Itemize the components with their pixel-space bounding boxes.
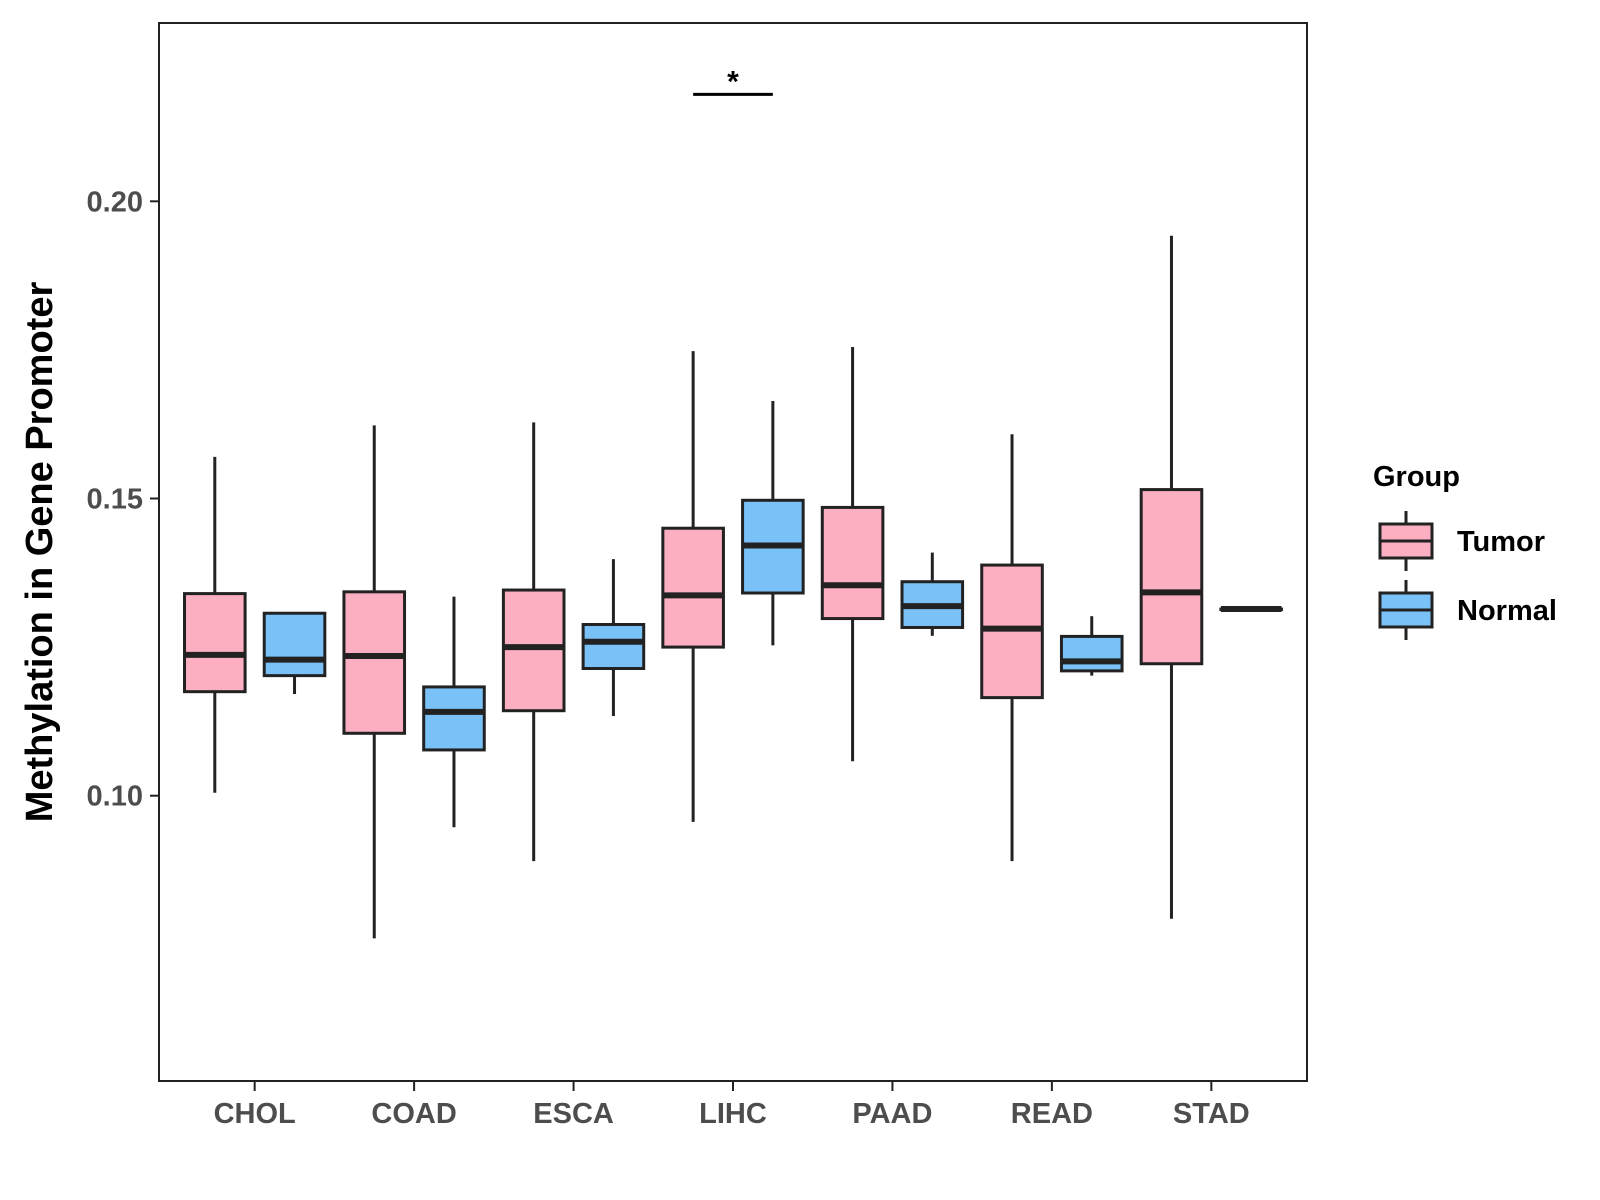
box-iqr xyxy=(183,592,247,694)
legend-item-tumor: Tumor xyxy=(1378,511,1545,571)
x-tick-label: ESCA xyxy=(533,1098,614,1130)
x-axis: CHOL COAD ESCA LIHC PAAD READ STAD xyxy=(214,1081,1250,1130)
box-tumor-esca xyxy=(501,422,566,862)
box-iqr xyxy=(820,505,885,621)
legend-label: Tumor xyxy=(1457,526,1545,558)
x-tick-label: LIHC xyxy=(699,1098,767,1130)
box-iqr xyxy=(262,611,327,678)
x-tick-label: STAD xyxy=(1173,1098,1250,1130)
box-tumor-coad xyxy=(342,425,407,939)
box-iqr xyxy=(661,526,725,649)
significance-label: * xyxy=(727,65,739,98)
box-iqr xyxy=(422,685,486,752)
box-tumor-chol xyxy=(183,456,247,793)
y-tick-label: 0.10 xyxy=(87,781,143,813)
box-tumor-read xyxy=(980,434,1044,862)
x-tick-label: READ xyxy=(1011,1098,1093,1130)
box-normal-esca xyxy=(581,559,646,717)
legend: Group Tumor Normal xyxy=(1373,461,1557,640)
box-tumor-stad xyxy=(1139,235,1204,919)
box-normal-stad xyxy=(1219,606,1283,613)
box-normal-lihc xyxy=(741,401,805,646)
box-tumor-lihc xyxy=(661,351,725,822)
y-tick-label: 0.15 xyxy=(87,484,143,516)
annotation-layer: * xyxy=(693,65,773,98)
box-iqr xyxy=(342,590,407,735)
legend-item-normal: Normal xyxy=(1378,580,1557,640)
y-axis-title: Methylation in Gene Promoter xyxy=(19,282,61,823)
legend-title: Group xyxy=(1373,461,1460,493)
box-iqr xyxy=(1139,488,1204,666)
x-tick-label: PAAD xyxy=(852,1098,932,1130)
box-normal-chol xyxy=(262,611,327,695)
box-iqr xyxy=(1059,634,1124,673)
plot-panel-border xyxy=(158,22,1308,1082)
x-tick-label: COAD xyxy=(371,1098,456,1130)
box-normal-paad xyxy=(900,552,965,636)
legend-label: Normal xyxy=(1457,595,1557,627)
box-layer xyxy=(183,235,1283,939)
box-iqr xyxy=(581,623,646,670)
box-iqr xyxy=(501,588,566,713)
box-tumor-paad xyxy=(820,346,885,762)
y-tick-label: 0.20 xyxy=(87,186,143,218)
y-axis: 0.10 0.15 0.20 xyxy=(87,186,159,813)
box-normal-read xyxy=(1059,616,1124,676)
x-tick-label: CHOL xyxy=(214,1098,296,1130)
box-normal-coad xyxy=(422,596,486,828)
